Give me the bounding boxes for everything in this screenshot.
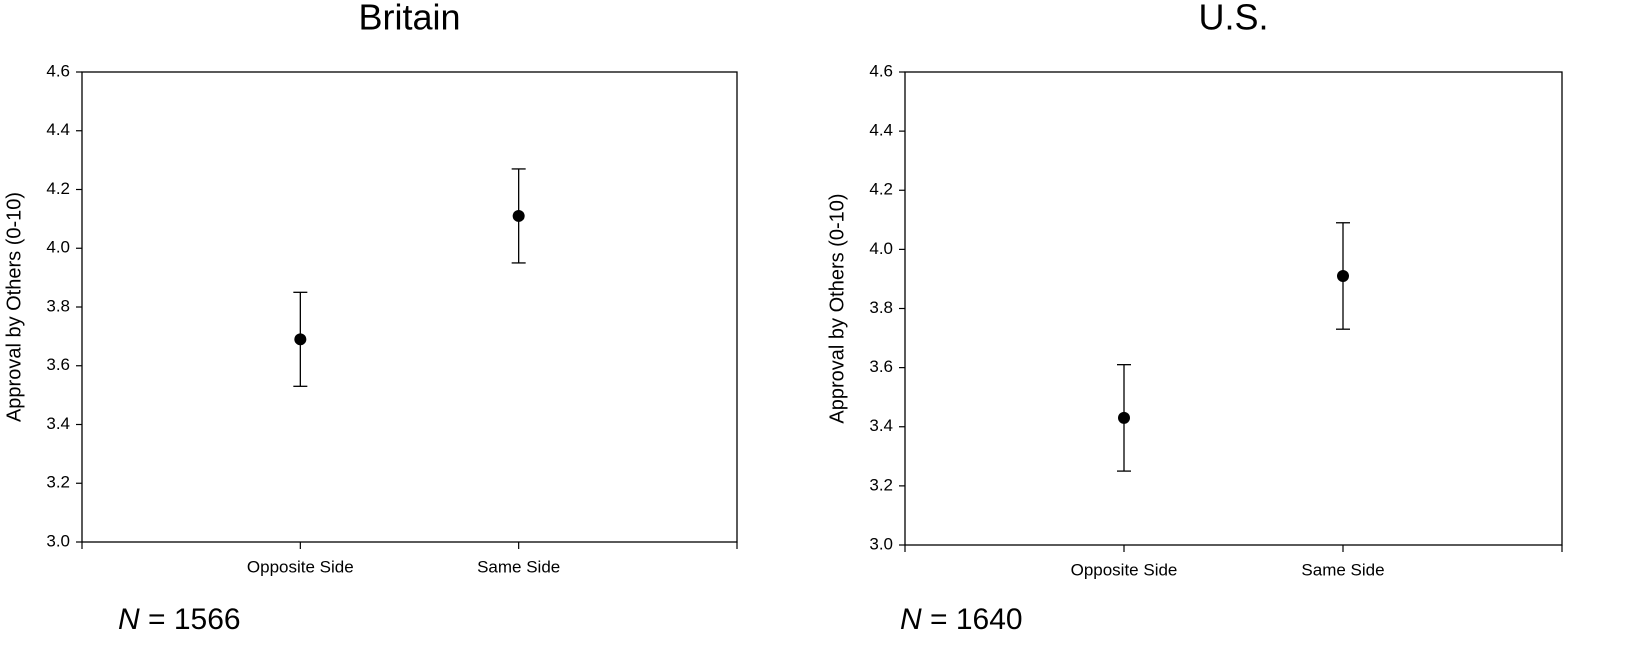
- plot-frame: [904, 71, 1563, 546]
- y-tick-label: 4.6: [46, 61, 70, 80]
- y-tick-label: 3.2: [46, 473, 70, 492]
- point: [1118, 411, 1130, 424]
- point: [1337, 269, 1349, 282]
- y-tick-label: 3.6: [869, 357, 893, 376]
- y-tick-label: 3.8: [869, 298, 893, 317]
- y-tick-label: 3.6: [46, 355, 70, 374]
- chart-title: U.S.: [1198, 0, 1268, 38]
- y-tick-label: 3.2: [869, 475, 893, 494]
- y-tick-label: 3.4: [869, 416, 893, 435]
- point: [512, 209, 525, 222]
- point: [294, 333, 307, 346]
- y-tick-label: 4.0: [869, 239, 893, 258]
- y-tick-label: 4.4: [46, 120, 70, 139]
- plot-frame: [81, 71, 738, 543]
- y-tick-label: 4.0: [46, 238, 70, 257]
- y-tick-label: 4.2: [869, 180, 893, 199]
- y-tick-label: 4.2: [46, 179, 70, 198]
- y-axis-label: Approval by Others (0-10): [3, 192, 25, 422]
- y-tick-label: 3.4: [46, 414, 70, 433]
- x-tick-label: Opposite Side: [1071, 560, 1178, 579]
- y-tick-label: 4.6: [869, 61, 893, 80]
- x-tick-label: Same Side: [477, 557, 560, 576]
- y-tick-label: 3.8: [46, 296, 70, 315]
- y-tick-label: 3.0: [46, 531, 70, 550]
- sample-size: N = 1566: [118, 603, 241, 636]
- y-tick-label: 4.4: [869, 121, 893, 140]
- y-tick-label: 3.0: [869, 534, 893, 553]
- y-axis-label: Approval by Others (0-10): [826, 193, 848, 423]
- x-tick-label: Same Side: [1301, 560, 1384, 579]
- sample-size: N = 1640: [900, 603, 1023, 636]
- chart-title: Britain: [358, 0, 460, 38]
- x-tick-label: Opposite Side: [247, 557, 354, 576]
